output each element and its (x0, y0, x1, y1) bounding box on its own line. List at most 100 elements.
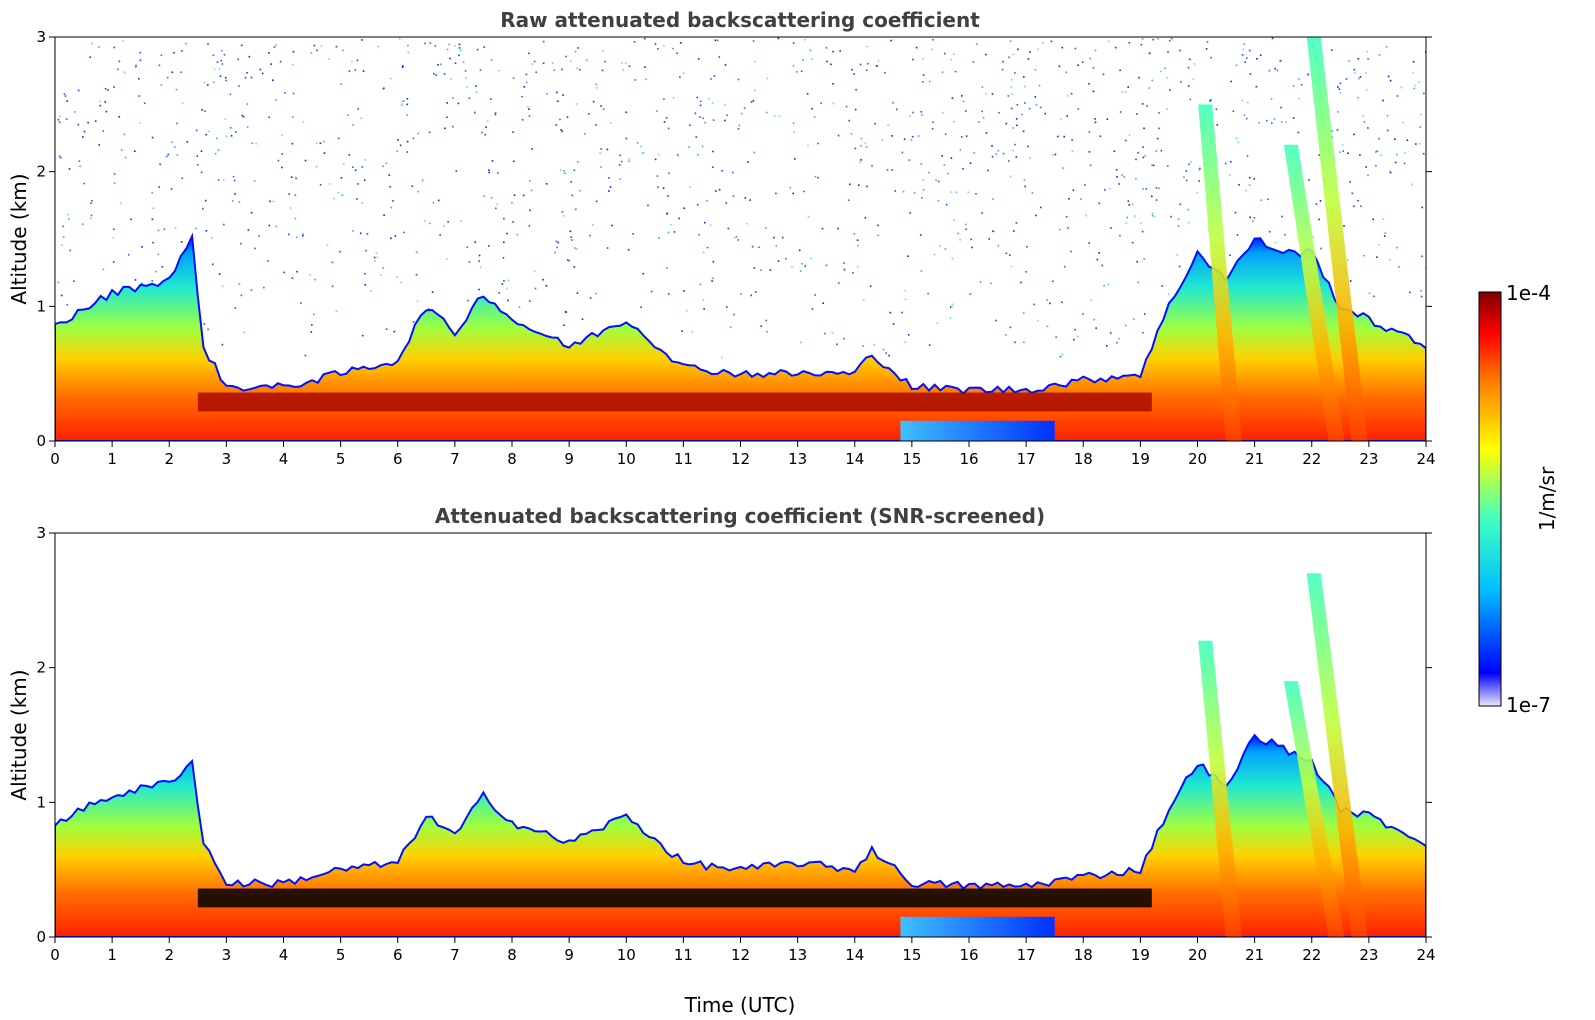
noise-speck (655, 110, 658, 112)
noise-speck (832, 102, 835, 105)
noise-speck (811, 58, 813, 60)
noise-speck (1259, 54, 1262, 57)
noise-speck (628, 65, 631, 67)
noise-speck (814, 175, 817, 178)
noise-speck (1412, 61, 1415, 63)
noise-speck (1035, 214, 1037, 217)
noise-speck (1119, 69, 1121, 72)
noise-speck (654, 158, 657, 161)
noise-speck (571, 239, 573, 241)
noise-speck (1414, 84, 1416, 87)
noise-speck (1386, 129, 1389, 132)
noise-speck (1351, 192, 1354, 195)
noise-speck (373, 256, 376, 259)
noise-speck (1028, 107, 1031, 110)
noise-speck (277, 159, 280, 162)
noise-speck (474, 241, 476, 243)
noise-speck (113, 86, 115, 88)
noise-speck (747, 161, 749, 163)
noise-speck (494, 113, 497, 116)
noise-speck (570, 236, 572, 238)
noise-speck (579, 189, 581, 192)
noise-speck (272, 200, 275, 203)
noise-speck (566, 116, 569, 118)
noise-speck (562, 94, 564, 96)
noise-speck (1141, 103, 1144, 105)
noise-speck (407, 51, 410, 54)
noise-speck (332, 197, 335, 200)
noise-speck (1341, 144, 1344, 146)
noise-speck (1315, 203, 1318, 205)
noise-speck (595, 83, 597, 85)
noise-speck (959, 238, 961, 241)
noise-speck (268, 116, 270, 119)
noise-speck (975, 193, 977, 195)
noise-speck (429, 42, 432, 44)
noise-speck (527, 105, 529, 108)
noise-speck (1088, 83, 1090, 85)
noise-speck (434, 45, 437, 47)
noise-speck (853, 73, 855, 75)
x-tick-label: 3 (222, 450, 232, 468)
noise-speck (1243, 114, 1246, 116)
noise-speck (380, 274, 382, 277)
noise-speck (1347, 152, 1349, 154)
noise-speck (574, 50, 577, 53)
noise-speck (577, 161, 579, 163)
noise-speck (1400, 86, 1403, 89)
noise-speck (1039, 106, 1042, 109)
noise-speck (1090, 299, 1092, 302)
noise-speck (446, 116, 448, 118)
noise-speck (869, 285, 872, 287)
noise-speck (1342, 150, 1344, 152)
noise-speck (225, 135, 228, 137)
noise-speck (813, 116, 816, 118)
noise-speck (1388, 170, 1391, 172)
noise-speck (488, 171, 490, 174)
noise-speck (1260, 199, 1263, 201)
noise-speck (1109, 332, 1112, 334)
noise-speck (1131, 241, 1134, 244)
noise-speck (138, 78, 140, 80)
noise-speck (446, 48, 449, 51)
noise-speck (439, 234, 441, 236)
noise-speck (243, 331, 245, 334)
noise-speck (765, 111, 768, 114)
noise-speck (559, 118, 561, 121)
noise-speck (866, 45, 868, 48)
noise-speck (1385, 46, 1388, 48)
noise-speck (856, 266, 859, 268)
noise-speck (218, 68, 221, 71)
noise-speck (363, 179, 366, 181)
noise-speck (1169, 89, 1171, 91)
noise-speck (1152, 38, 1154, 41)
noise-speck (1177, 225, 1180, 227)
noise-speck (83, 130, 86, 133)
screened-y-axis-label: Altitude (km) (7, 669, 31, 800)
noise-speck (1365, 89, 1368, 91)
x-tick-label: 7 (450, 946, 460, 964)
x-tick-label: 24 (1416, 450, 1435, 468)
noise-speck (134, 150, 136, 152)
noise-speck (1010, 86, 1013, 88)
noise-speck (263, 286, 265, 289)
noise-speck (1164, 67, 1166, 70)
noise-speck (400, 104, 403, 107)
noise-speck (1065, 215, 1068, 218)
noise-speck (753, 60, 756, 63)
noise-speck (760, 325, 762, 327)
low-signal-region (900, 916, 1055, 937)
noise-speck (1123, 176, 1125, 178)
noise-speck (1268, 69, 1271, 72)
noise-speck (270, 63, 272, 65)
noise-speck (300, 302, 302, 304)
noise-speck (135, 66, 137, 68)
noise-speck (83, 182, 85, 185)
noise-speck (909, 212, 911, 214)
noise-speck (964, 223, 967, 226)
noise-speck (138, 95, 141, 97)
noise-speck (272, 79, 274, 81)
noise-speck (1187, 208, 1189, 211)
noise-speck (481, 131, 483, 134)
noise-speck (479, 266, 482, 269)
